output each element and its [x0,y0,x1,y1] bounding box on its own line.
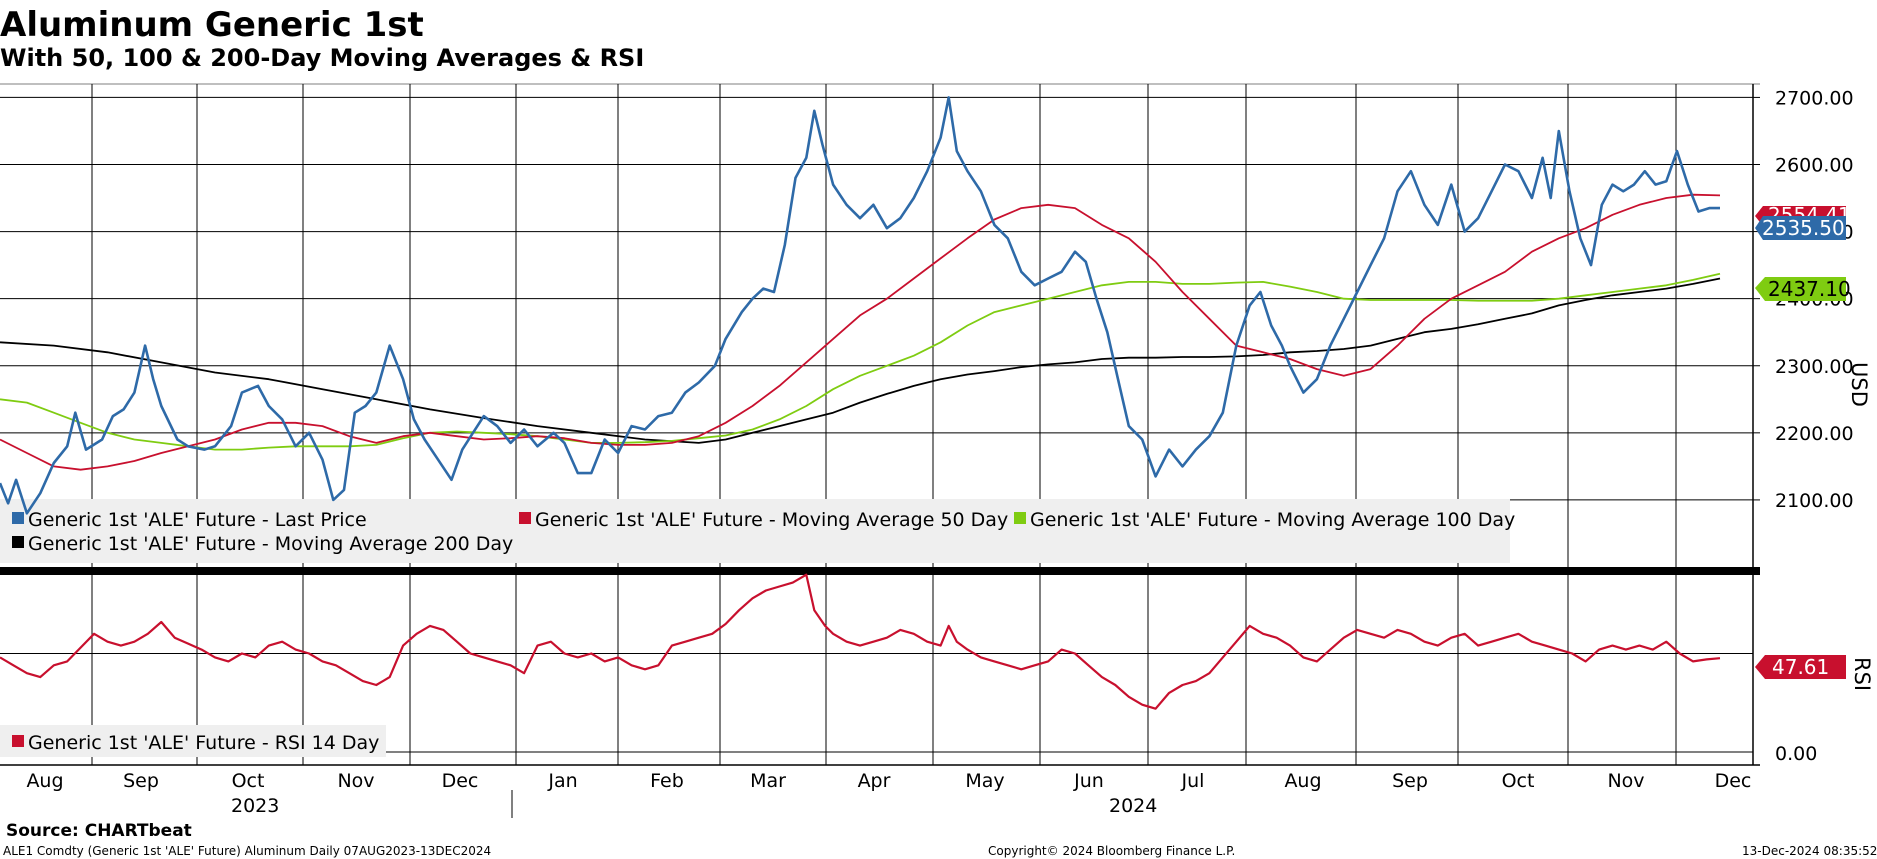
series-layer [0,96,1721,710]
x-month-11: Jul [1181,770,1205,792]
chart-title: Aluminum Generic 1st [0,5,424,45]
legend-label-ma50: Generic 1st 'ALE' Future - Moving Averag… [535,509,1008,531]
rsi-tick-0: 0.00 [1775,743,1817,765]
y-axis-label-rsi: RSI [1850,657,1874,691]
panel-frames [0,83,1760,766]
y-tick-2100.00: 2100.00 [1775,490,1854,512]
x-month-8: Apr [858,770,891,792]
x-month-3: Nov [337,770,374,792]
footer-left: ALE1 Comdty (Generic 1st 'ALE' Future) A… [3,844,491,858]
badge-ma100: 2437.10 [1755,277,1851,301]
x-month-5: Jan [547,770,577,792]
x-month-15: Nov [1607,770,1644,792]
legend-swatch-price [12,512,24,524]
x-year-2024: 2024 [1109,795,1157,817]
x-month-10: Jun [1073,770,1104,792]
legend-swatch-ma50 [519,512,531,524]
series-price [0,96,1720,515]
legend-label-price: Generic 1st 'ALE' Future - Last Price [28,509,367,531]
x-month-13: Sep [1392,770,1428,792]
legend-swatch-rsi [12,735,24,747]
rsi-legend-box [0,725,386,757]
x-axis-labels: Aug Sep Oct Nov Dec Jan Feb Mar Apr May Jun Jul Aug S… [26,770,1751,792]
price-legend-box [0,499,1510,563]
x-month-1: Sep [123,770,159,792]
series-ma50 [0,193,1721,471]
y-axis-label-usd: USD [1847,362,1871,407]
svg-text:2535.50: 2535.50 [1762,216,1845,240]
series-ma200 [0,277,1721,444]
legend-label-rsi: Generic 1st 'ALE' Future - RSI 14 Day [28,732,379,754]
x-month-4: Dec [442,770,479,792]
y-tick-2600.00: 2600.00 [1775,155,1854,177]
x-month-14: Oct [1502,770,1535,792]
panel-separator [0,567,1760,575]
source-label: Source: CHARTbeat [6,821,192,841]
legend-swatch-ma200 [12,536,24,548]
x-month-9: May [965,770,1004,792]
chart-subtitle: With 50, 100 & 200-Day Moving Averages &… [0,44,644,72]
footer-center: Copyright© 2024 Bloomberg Finance L.P. [988,844,1235,858]
series-ma100 [0,272,1721,451]
legend-label-ma100: Generic 1st 'ALE' Future - Moving Averag… [1030,509,1515,531]
x-month-2: Oct [232,770,265,792]
badge-rsi: 47.61 [1755,655,1846,679]
svg-text:47.61: 47.61 [1772,655,1829,679]
x-month-7: Mar [750,770,786,792]
badge-price: 2535.50 [1755,216,1846,240]
x-month-0: Aug [26,770,63,792]
svg-text:2437.10: 2437.10 [1768,277,1851,301]
series-rsi [0,573,1721,710]
footer-right: 13-Dec-2024 08:35:52 [1742,844,1877,858]
legend-swatch-ma100 [1014,512,1026,524]
legend-label-ma200: Generic 1st 'ALE' Future - Moving Averag… [28,533,513,555]
x-year-2023: 2023 [231,795,279,817]
y-tick-2700.00: 2700.00 [1775,87,1854,109]
x-month-12: Aug [1284,770,1321,792]
gridlines [0,84,1760,765]
x-month-16: Dec [1715,770,1752,792]
y-tick-2300.00: 2300.00 [1775,356,1854,378]
y-tick-2200.00: 2200.00 [1775,423,1854,445]
x-month-6: Feb [650,770,684,792]
